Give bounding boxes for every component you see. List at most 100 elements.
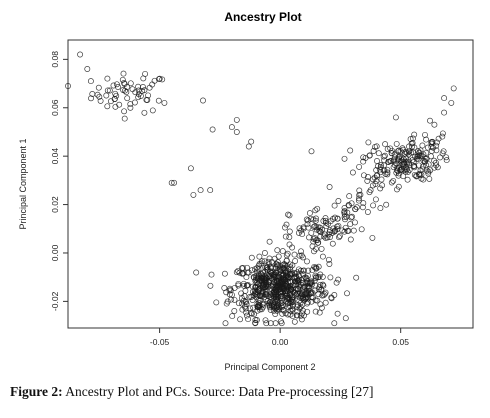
data-point xyxy=(161,99,168,106)
data-point xyxy=(300,275,307,282)
data-point xyxy=(124,84,131,90)
data-point xyxy=(346,202,352,209)
data-point xyxy=(87,78,94,85)
data-point xyxy=(272,287,278,293)
data-point xyxy=(121,80,127,86)
data-point xyxy=(255,278,262,285)
data-point xyxy=(370,202,377,209)
data-point xyxy=(374,163,381,170)
data-point xyxy=(120,87,127,93)
data-point xyxy=(391,162,398,168)
data-point xyxy=(336,234,342,241)
data-point xyxy=(322,234,329,241)
data-point xyxy=(259,278,266,284)
data-point xyxy=(346,193,353,200)
data-point xyxy=(325,256,332,263)
data-point xyxy=(159,76,166,83)
caption-label: Figure 2: xyxy=(10,384,63,399)
data-point xyxy=(107,98,114,105)
data-point xyxy=(399,145,406,152)
data-point xyxy=(347,147,354,154)
data-point xyxy=(393,140,400,147)
data-point xyxy=(377,205,384,212)
data-point xyxy=(287,307,294,314)
data-point xyxy=(311,223,318,230)
data-point xyxy=(422,156,429,162)
data-point xyxy=(282,287,289,294)
data-point xyxy=(440,148,447,155)
data-point xyxy=(141,87,148,94)
data-point xyxy=(94,91,101,98)
data-point xyxy=(294,269,301,276)
data-point xyxy=(135,94,142,101)
data-point xyxy=(388,179,395,186)
data-point xyxy=(410,159,417,166)
data-point xyxy=(250,292,257,299)
data-point xyxy=(422,131,428,138)
data-point xyxy=(135,87,142,94)
data-point xyxy=(257,297,264,304)
data-point xyxy=(320,282,327,289)
data-point xyxy=(311,248,317,255)
data-point xyxy=(347,236,354,243)
data-point xyxy=(285,304,292,311)
data-point xyxy=(263,289,270,296)
data-point xyxy=(287,270,294,277)
data-point xyxy=(298,277,305,284)
data-point xyxy=(323,223,330,230)
data-point xyxy=(275,253,282,260)
data-point xyxy=(333,279,340,286)
data-point xyxy=(303,216,310,223)
data-point xyxy=(423,167,430,174)
data-point xyxy=(228,124,235,131)
data-point xyxy=(104,75,111,82)
data-point xyxy=(116,101,123,108)
data-point xyxy=(197,187,204,194)
data-point xyxy=(427,117,433,124)
data-point xyxy=(373,172,380,179)
data-point xyxy=(252,320,259,327)
data-point xyxy=(441,109,448,116)
data-point xyxy=(113,81,120,88)
data-point xyxy=(312,282,319,289)
data-point xyxy=(308,298,315,305)
data-point xyxy=(419,166,426,173)
data-point xyxy=(443,154,450,161)
data-point xyxy=(305,272,311,279)
data-point xyxy=(335,198,342,204)
data-point xyxy=(229,313,236,320)
data-point xyxy=(187,165,194,172)
data-point xyxy=(441,95,448,102)
data-point xyxy=(315,291,322,298)
data-point xyxy=(293,281,300,288)
data-point xyxy=(279,310,286,317)
data-point xyxy=(335,222,342,229)
data-point xyxy=(238,290,245,297)
y-tick-label: -0.02 xyxy=(50,291,60,311)
data-point xyxy=(435,135,442,142)
data-point xyxy=(236,269,243,276)
data-point xyxy=(149,107,156,114)
data-point xyxy=(221,270,228,277)
figure-caption: Figure 2: Ancestry Plot and PCs. Source:… xyxy=(10,384,485,400)
data-point xyxy=(407,136,414,143)
data-point xyxy=(335,276,342,283)
data-point xyxy=(286,212,293,219)
data-point xyxy=(373,167,380,174)
data-point xyxy=(381,152,388,159)
data-point xyxy=(222,320,229,327)
data-point xyxy=(428,153,434,160)
data-point xyxy=(250,304,257,311)
data-point xyxy=(382,141,389,148)
data-point xyxy=(423,149,430,156)
data-point xyxy=(168,179,175,186)
data-point xyxy=(121,115,128,122)
data-point xyxy=(285,211,292,218)
data-point xyxy=(257,270,264,277)
data-point xyxy=(258,306,265,313)
data-point xyxy=(285,274,292,281)
data-point xyxy=(193,269,200,276)
data-point xyxy=(311,263,318,270)
data-point xyxy=(403,155,410,162)
data-point xyxy=(404,149,411,156)
